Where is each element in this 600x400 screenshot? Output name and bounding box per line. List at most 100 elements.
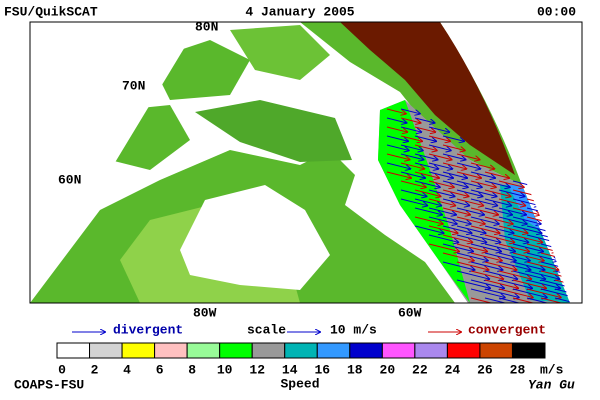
colorbar-tick: 8 — [188, 362, 196, 377]
wind-vector — [470, 207, 498, 215]
color-box — [284, 342, 318, 359]
wind-vector — [414, 198, 441, 206]
wind-vector — [400, 144, 423, 150]
wind-vector — [470, 162, 494, 169]
wind-vector — [428, 216, 457, 224]
lat-label: 70N — [122, 78, 145, 93]
wind-vector — [512, 297, 548, 303]
wind-vector — [414, 153, 438, 160]
colorbar-unit: m/s — [540, 362, 564, 377]
hudson-bay — [180, 185, 330, 290]
color-box — [349, 342, 383, 359]
wind-vector — [442, 225, 472, 233]
wind-vector — [484, 180, 510, 187]
wind-vector — [414, 162, 438, 169]
wind-vector — [414, 225, 444, 233]
wind-vector — [470, 288, 505, 297]
wind-vector — [470, 189, 497, 196]
colorbar: 0 2 4 6 8 10 12 14 16 18 20 22 24 26 28 m/s — [56, 342, 564, 377]
map-frame — [29, 21, 583, 304]
wind-vector — [484, 297, 520, 303]
colorbar-tick: 22 — [412, 362, 428, 377]
wind-vector — [470, 171, 495, 178]
wind-vector — [456, 261, 489, 270]
wind-vector — [484, 243, 515, 252]
wind-vector — [386, 171, 411, 178]
wind-vector — [526, 261, 559, 270]
wind-vector — [484, 216, 513, 224]
color-box — [121, 342, 156, 359]
date: 4 January 2005 — [245, 4, 354, 19]
wind-vector — [512, 198, 539, 206]
wind-vector — [456, 189, 483, 196]
wind-vector — [442, 162, 466, 169]
wind-vector — [456, 207, 484, 215]
wind-vector — [470, 198, 497, 206]
colorbar-tick: 14 — [282, 362, 298, 377]
wind-vector — [554, 297, 570, 303]
wind-vector — [428, 144, 451, 150]
wind-vector — [498, 261, 531, 270]
wind-vector — [442, 234, 472, 242]
wind-vector — [456, 180, 482, 187]
wind-vector — [512, 243, 543, 252]
color-box — [381, 342, 416, 359]
wind-vector — [470, 270, 503, 279]
wind-vector — [484, 198, 511, 206]
wind-vector — [484, 189, 511, 196]
colorbar-tick: 18 — [347, 362, 363, 377]
wind-vector — [456, 252, 488, 261]
wind-vector — [456, 279, 490, 288]
lat-label: 80N — [195, 19, 218, 34]
wind-vector — [400, 189, 427, 196]
color-box — [89, 342, 123, 359]
wind-vector — [512, 234, 542, 242]
lat-label: 60N — [58, 172, 81, 187]
wind-vector — [442, 252, 474, 261]
wind-vector — [456, 216, 485, 224]
wind-vector — [456, 225, 486, 233]
wind-vector — [498, 279, 532, 288]
wind-vector — [414, 171, 439, 178]
wind-vector — [512, 270, 545, 279]
wind-vector — [414, 216, 443, 224]
wind-vector — [400, 198, 427, 206]
signature: Yan Gu — [528, 377, 575, 392]
wind-vector — [442, 243, 473, 252]
wind-vector — [484, 261, 517, 270]
wind-vector — [498, 270, 531, 279]
wind-vector — [470, 180, 496, 187]
wind-vector — [456, 243, 487, 252]
divergent-label: divergent — [113, 322, 183, 337]
wind-vector — [456, 198, 483, 206]
colorbar-tick: 6 — [156, 362, 164, 377]
product-title: FSU/QuikSCAT — [4, 4, 98, 19]
wind-vector — [498, 207, 526, 215]
colorbar-tick: 24 — [445, 362, 461, 377]
wind-vector — [512, 225, 542, 233]
wind-vector — [442, 135, 464, 141]
greenland-ice — [340, 22, 515, 175]
wind-vector — [428, 180, 454, 187]
wind-vector — [428, 135, 450, 141]
wind-vector — [498, 216, 527, 224]
wind-vector — [512, 252, 544, 261]
wind-vector — [498, 234, 528, 242]
convergent-label: convergent — [468, 322, 546, 337]
wind-vector — [470, 243, 501, 252]
lon-label: 60W — [398, 305, 422, 320]
wind-vector — [442, 180, 468, 187]
wind-vector — [484, 225, 514, 233]
wind-vector — [442, 189, 469, 196]
wind-vector — [498, 252, 530, 261]
wind-vector — [386, 126, 407, 132]
wind-vector — [386, 162, 410, 169]
wind-vector — [442, 144, 465, 150]
wind-vector — [498, 198, 525, 206]
wind-vector — [400, 153, 424, 160]
wind-vector — [428, 189, 455, 196]
wind-vector — [456, 162, 480, 169]
wind-vector — [456, 270, 489, 279]
colorbar-tick: 10 — [217, 362, 233, 377]
